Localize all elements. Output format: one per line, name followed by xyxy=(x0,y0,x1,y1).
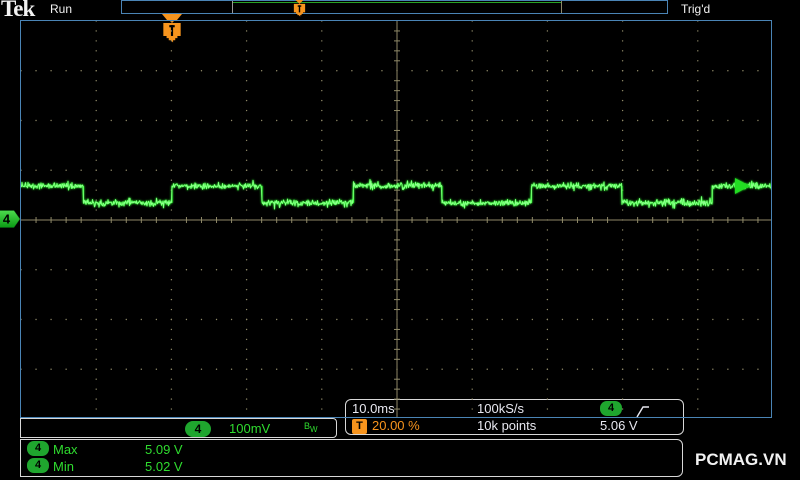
svg-text:4: 4 xyxy=(3,212,11,227)
